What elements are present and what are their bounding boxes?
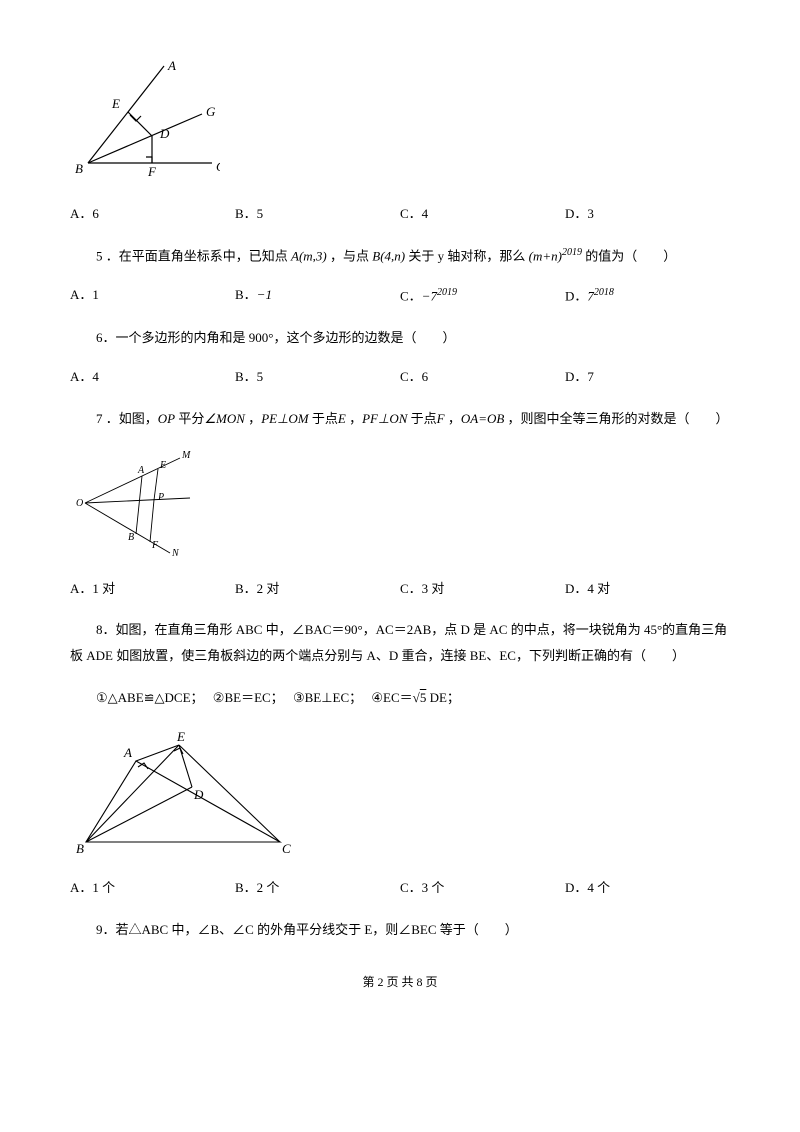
q5-text: 5 ．在平面直角坐标系中，已知点 A(m,3) ，与点 B(4,n) 关于 y … xyxy=(70,243,730,269)
svg-text:A: A xyxy=(167,58,176,73)
q4-opt-a[interactable]: A．6 xyxy=(70,204,235,225)
q5-bn: B(4,n) xyxy=(372,248,405,263)
q6-options: A．4 B．5 C．6 D．7 xyxy=(70,367,730,388)
q8-options: A．1 个 B．2 个 C．3 个 D．4 个 xyxy=(70,878,730,899)
q4-d-val: 3 xyxy=(587,206,594,221)
q8-opt-b[interactable]: B．2 个 xyxy=(235,878,400,899)
svg-text:P: P xyxy=(157,492,164,503)
footer-text: 第 2 页 共 8 页 xyxy=(362,975,437,989)
q7-text: 7 ．如图，OP 平分∠MON ，PE⊥OM 于点E ，PF⊥ON 于点F ，O… xyxy=(70,406,730,432)
q6-body: ．一个多边形的内角和是 900°，这个多边形的边数是（ ） xyxy=(103,330,456,345)
q5-p1: ．在平面直角坐标系中，已知点 xyxy=(106,248,288,263)
label-c: C． xyxy=(400,206,422,221)
svg-text:E: E xyxy=(176,729,185,744)
svg-text:D: D xyxy=(193,787,204,802)
svg-text:E: E xyxy=(159,460,166,471)
q5-opt-c[interactable]: C．−72019 xyxy=(400,285,565,307)
svg-text:B: B xyxy=(128,532,134,543)
q5-opt-a[interactable]: A．1 xyxy=(70,285,235,307)
q5-mn: (m+n) xyxy=(529,248,562,263)
svg-text:G: G xyxy=(206,104,216,119)
svg-text:C: C xyxy=(216,159,220,174)
q4-c-val: 4 xyxy=(422,206,429,221)
q8-i4-sqrt: √5 xyxy=(413,690,427,705)
q5-opt-b[interactable]: B．−1 xyxy=(235,285,400,307)
label-d: D． xyxy=(565,206,587,221)
q8-figure: B C A D E xyxy=(70,727,730,864)
svg-text:B: B xyxy=(76,841,84,856)
svg-text:F: F xyxy=(147,164,157,179)
q7-opt-c[interactable]: C．3 对 xyxy=(400,579,565,600)
q4-b-val: 5 xyxy=(257,206,264,221)
q8-i4p: ④EC＝ xyxy=(371,690,412,705)
label-b: B． xyxy=(235,206,257,221)
q9-body: ．若△ABC 中，∠B、∠C 的外角平分线交于 E，则∠BEC 等于（ ） xyxy=(103,922,518,937)
q7-num: 7 xyxy=(96,411,103,426)
q8-i2: ②BE＝EC； xyxy=(213,690,284,705)
q5-opt-d[interactable]: D．72018 xyxy=(565,285,730,307)
svg-text:M: M xyxy=(181,450,191,461)
q5-mid2: 关于 y 轴对称，那么 xyxy=(408,248,525,263)
q9-text: 9．若△ABC 中，∠B、∠C 的外角平分线交于 E，则∠BEC 等于（ ） xyxy=(70,917,730,943)
q6-text: 6．一个多边形的内角和是 900°，这个多边形的边数是（ ） xyxy=(70,325,730,351)
q8-i1: ①△ABE≌△DCE； xyxy=(96,690,204,705)
q8-opt-a[interactable]: A．1 个 xyxy=(70,878,235,899)
q8-i4s: DE； xyxy=(426,690,460,705)
svg-text:A: A xyxy=(123,745,132,760)
q6-opt-c[interactable]: C．6 xyxy=(400,367,565,388)
svg-text:C: C xyxy=(282,841,291,856)
q5-am: A(m,3) xyxy=(291,248,327,263)
q7-options: A．1 对 B．2 对 C．3 对 D．4 对 xyxy=(70,579,730,600)
svg-text:D: D xyxy=(159,126,170,141)
q8-text: 8．如图，在直角三角形 ABC 中，∠BAC＝90°，AC＝2AB，点 D 是 … xyxy=(70,617,730,669)
q7-opt-a[interactable]: A．1 对 xyxy=(70,579,235,600)
q8-body: ．如图，在直角三角形 ABC 中，∠BAC＝90°，AC＝2AB，点 D 是 A… xyxy=(70,622,727,663)
q5-options: A．1 B．−1 C．−72019 D．72018 xyxy=(70,285,730,307)
q4-figure: A E G D B F C xyxy=(70,58,730,190)
q8-opt-d[interactable]: D．4 个 xyxy=(565,878,730,899)
page-footer: 第 2 页 共 8 页 xyxy=(70,973,730,992)
q5-num: 5 xyxy=(96,248,103,263)
svg-text:N: N xyxy=(171,548,180,558)
svg-text:F: F xyxy=(151,540,159,551)
q6-opt-a[interactable]: A．4 xyxy=(70,367,235,388)
q8-items: ①△ABE≌△DCE； ②BE＝EC； ③BE⊥EC； ④EC＝√5 DE； xyxy=(70,685,730,711)
svg-text:B: B xyxy=(75,161,83,176)
svg-text:E: E xyxy=(111,96,120,111)
q7-opt-b[interactable]: B．2 对 xyxy=(235,579,400,600)
svg-text:O: O xyxy=(76,498,83,509)
q7-figure: O M N A E P B F xyxy=(70,448,730,565)
q4-options: A．6 B．5 C．4 D．3 xyxy=(70,204,730,225)
q8-i3: ③BE⊥EC； xyxy=(293,690,362,705)
q5-mid: ，与点 xyxy=(330,248,369,263)
q4-opt-d[interactable]: D．3 xyxy=(565,204,730,225)
q8-opt-c[interactable]: C．3 个 xyxy=(400,878,565,899)
q5-suffix: 的值为（ ） xyxy=(585,248,676,263)
q5-exp: 2019 xyxy=(562,247,582,258)
label-a: A． xyxy=(70,206,92,221)
q6-opt-d[interactable]: D．7 xyxy=(565,367,730,388)
q4-opt-b[interactable]: B．5 xyxy=(235,204,400,225)
svg-text:A: A xyxy=(137,465,145,476)
q4-a-val: 6 xyxy=(92,206,99,221)
q6-opt-b[interactable]: B．5 xyxy=(235,367,400,388)
q4-opt-c[interactable]: C．4 xyxy=(400,204,565,225)
q7-opt-d[interactable]: D．4 对 xyxy=(565,579,730,600)
